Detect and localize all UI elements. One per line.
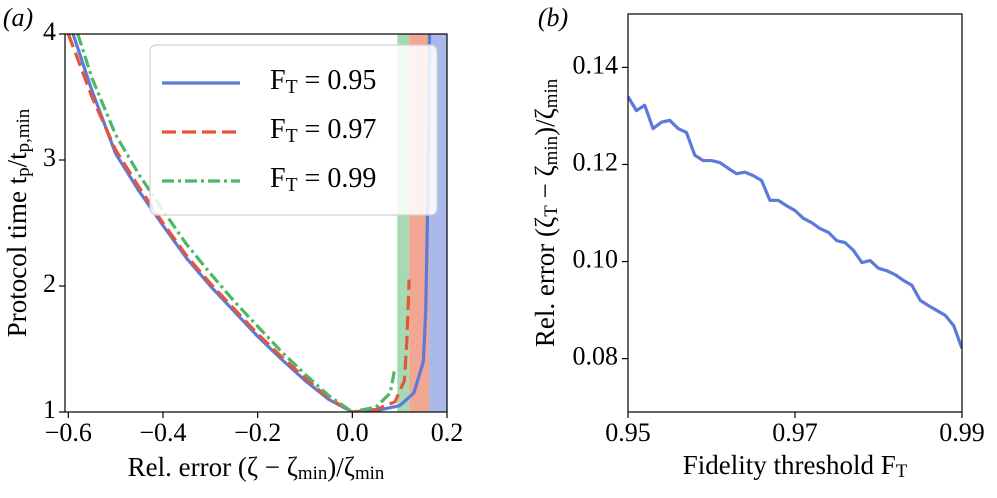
y-tick-label: 3 bbox=[43, 143, 56, 172]
x-tick-label: 0.0 bbox=[336, 418, 369, 447]
x-tick-label: 0.99 bbox=[939, 418, 985, 447]
plot-area bbox=[628, 95, 962, 349]
data-line bbox=[66, 34, 411, 412]
y-tick-label: 0.12 bbox=[573, 147, 619, 176]
y-tick-label: 0.14 bbox=[573, 50, 619, 79]
chart-title: (a) bbox=[3, 3, 33, 32]
axes-frame bbox=[627, 13, 963, 413]
data-line bbox=[628, 95, 962, 349]
y-tick-label: 2 bbox=[43, 269, 56, 298]
legend-label: FT = 0.97 bbox=[270, 114, 376, 146]
legend-label: FT = 0.95 bbox=[270, 65, 376, 97]
shaded-region bbox=[397, 34, 410, 412]
x-tick-label: 0.2 bbox=[431, 418, 464, 447]
y-axis-label: Protocol time tp/tp,min bbox=[2, 108, 34, 337]
x-tick-label: −0.2 bbox=[234, 418, 281, 447]
x-tick-label: 0.95 bbox=[605, 418, 651, 447]
legend-box bbox=[149, 44, 438, 216]
y-tick-label: 0.10 bbox=[573, 245, 619, 274]
x-tick-label: −0.6 bbox=[45, 418, 92, 447]
y-tick-label: 1 bbox=[43, 395, 56, 424]
legend-label: FT = 0.99 bbox=[270, 163, 376, 195]
x-axis-label: Fidelity threshold FT bbox=[683, 450, 908, 482]
y-tick-label: 4 bbox=[43, 17, 56, 46]
x-axis-label: Rel. error (ζ − ζmin)/ζmin bbox=[128, 452, 385, 484]
y-axis-label: Rel. error (ζT − ζmin)/ζmin bbox=[530, 78, 562, 347]
data-line bbox=[76, 34, 397, 412]
chart-title: (b) bbox=[538, 3, 568, 32]
x-tick-label: −0.4 bbox=[139, 418, 186, 447]
x-tick-label: 0.97 bbox=[772, 418, 818, 447]
y-tick-label: 0.08 bbox=[573, 342, 619, 371]
data-line bbox=[71, 34, 432, 412]
axes-frame bbox=[64, 33, 448, 413]
